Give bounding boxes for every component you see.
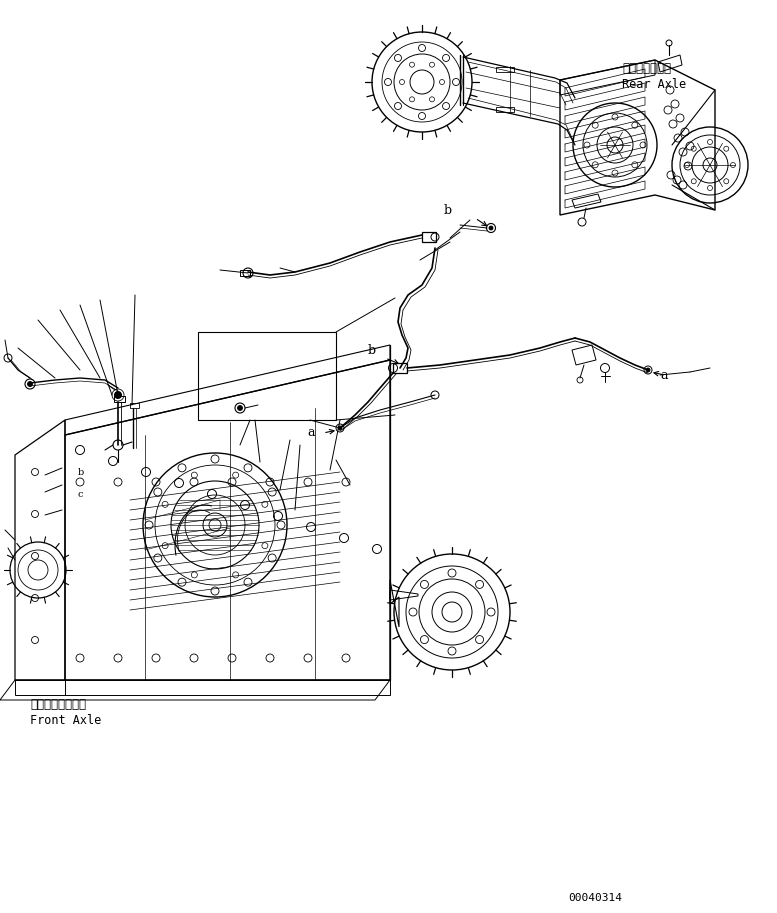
Bar (496, 107, 514, 112)
Text: b: b (368, 343, 376, 356)
Text: c: c (78, 490, 83, 499)
Circle shape (114, 392, 121, 398)
Text: フロントアクスル: フロントアクスル (30, 698, 86, 711)
Circle shape (646, 368, 650, 372)
Text: b: b (444, 204, 452, 216)
Bar (422, 232, 436, 242)
Text: a: a (660, 369, 667, 382)
Bar (393, 363, 407, 373)
Bar (240, 270, 250, 276)
Text: b: b (78, 468, 84, 477)
Circle shape (489, 226, 493, 230)
Text: リヤーアクスル: リヤーアクスル (622, 62, 671, 75)
Circle shape (338, 426, 342, 430)
Text: Front Axle: Front Axle (30, 714, 101, 727)
Text: Rear Axle: Rear Axle (622, 78, 686, 91)
Bar (114, 396, 125, 402)
Text: 00040314: 00040314 (568, 893, 622, 903)
Circle shape (27, 382, 33, 386)
Circle shape (238, 405, 242, 411)
Bar (198, 332, 336, 420)
Bar (496, 67, 514, 72)
Bar (130, 403, 139, 408)
Text: a: a (308, 425, 315, 438)
